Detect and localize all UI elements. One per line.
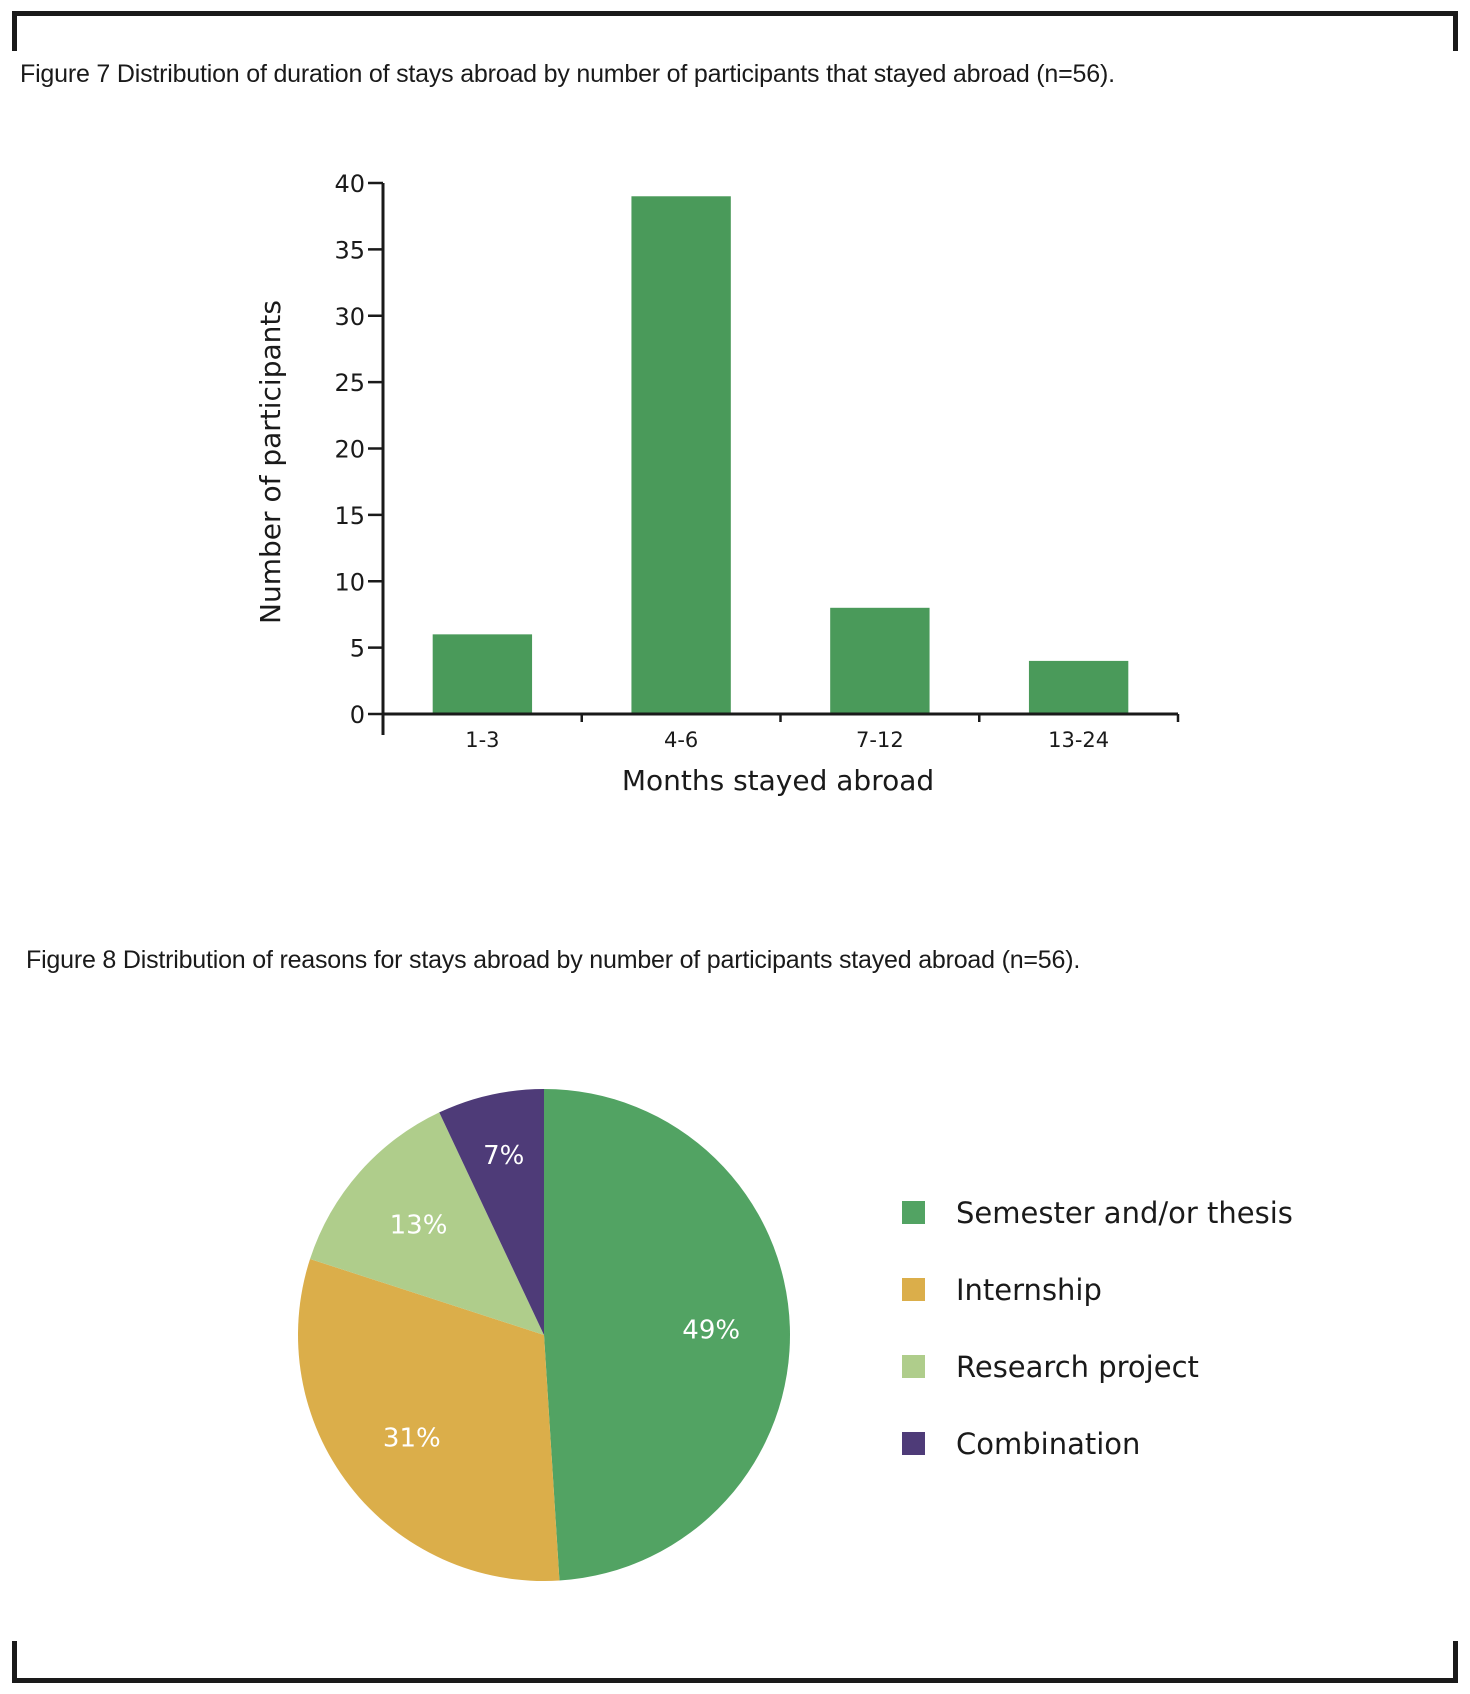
- x-tick-label: 1-3: [465, 728, 499, 752]
- pie-slice-labels: 49% 31% 13% 7%: [383, 1141, 740, 1454]
- pie-slice-label: 31%: [383, 1424, 441, 1454]
- y-tick-label: 20: [334, 436, 365, 464]
- y-tick-label: 0: [350, 701, 365, 729]
- y-axis-ticks: 0 5 10 15 20 25 30 35 40: [334, 170, 383, 729]
- legend-swatch: [902, 1201, 925, 1224]
- frame-bottom-right-tick: [1453, 1641, 1458, 1683]
- pie-slice-label: 49%: [682, 1316, 740, 1346]
- bar-chart: 0 5 10 15 20 25 30 35 40 1-3 4-6 7-12 13-24 Months …: [254, 170, 1180, 797]
- x-tick-label: 13-24: [1048, 728, 1109, 752]
- figure-7-caption: Figure 7 Distribution of duration of sta…: [20, 60, 1115, 88]
- x-axis-title: Months stayed abroad: [622, 764, 934, 797]
- y-tick-label: 5: [350, 635, 365, 663]
- bar-13-24: [1028, 660, 1129, 713]
- x-tick-label: 7-12: [856, 728, 904, 752]
- bar-7-12: [830, 607, 930, 713]
- pie-slice-combination: [439, 1089, 544, 1335]
- x-tick-label: 4-6: [664, 728, 698, 752]
- figure-8-caption: Figure 8 Distribution of reasons for sta…: [26, 946, 1081, 974]
- frame-top-line: [12, 11, 1458, 16]
- frame-top-left-tick: [12, 11, 17, 51]
- legend-swatch: [902, 1432, 925, 1455]
- y-tick-label: 35: [334, 236, 365, 264]
- legend-label: Research project: [956, 1350, 1199, 1384]
- frame-bottom-line: [12, 1678, 1458, 1683]
- bar-4-6: [631, 196, 731, 713]
- bar-1-3: [432, 634, 533, 713]
- y-tick-label: 10: [334, 568, 365, 596]
- legend-swatch: [902, 1355, 925, 1378]
- pie-slice-research-project: [310, 1112, 544, 1335]
- frame-bottom-left-tick: [12, 1641, 17, 1683]
- y-tick-label: 25: [334, 369, 365, 397]
- legend-label: Semester and/or thesis: [956, 1196, 1293, 1230]
- legend-label: Combination: [956, 1427, 1140, 1461]
- y-tick-label: 30: [334, 303, 365, 331]
- frame-top-right-tick: [1453, 11, 1458, 51]
- pie-slice-internship: [297, 1258, 560, 1581]
- legend-label: Internship: [956, 1273, 1102, 1307]
- pie-slice-label: 7%: [483, 1141, 524, 1171]
- y-tick-label: 15: [334, 502, 365, 530]
- pie-slices: [297, 1089, 790, 1581]
- pie-slice-label: 13%: [390, 1210, 448, 1240]
- pie-slice-semester-and-or-thesis: [544, 1089, 790, 1581]
- x-axis-ticks: 1-3 4-6 7-12 13-24: [381, 714, 1180, 752]
- pie-legend: Semester and/or thesis Internship Research…: [902, 1196, 1293, 1461]
- y-tick-label: 40: [334, 170, 365, 198]
- legend-swatch: [902, 1278, 925, 1301]
- y-axis-title: Number of participants: [254, 300, 287, 624]
- bars: [432, 196, 1129, 713]
